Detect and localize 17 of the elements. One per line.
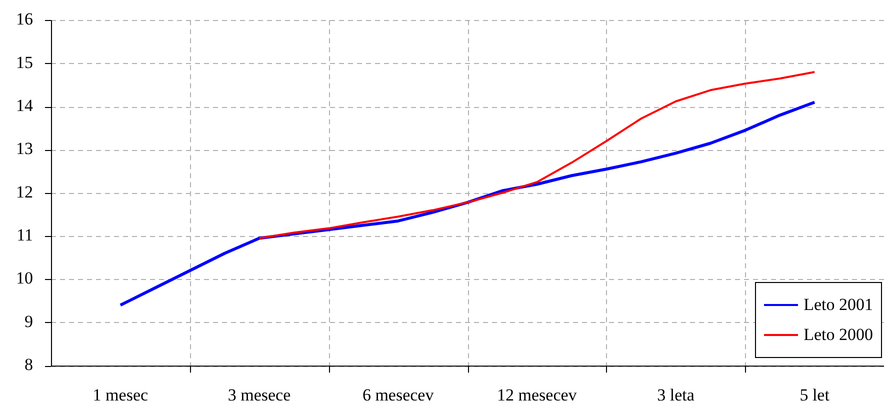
x-tick-label: 5 let bbox=[800, 385, 830, 404]
y-tick-label: 9 bbox=[24, 312, 33, 331]
y-tick-label: 15 bbox=[16, 52, 33, 72]
x-tick-label: 1 mesec bbox=[92, 385, 148, 404]
x-tick-label: 12 mesecev bbox=[497, 385, 578, 404]
x-tick-label: 3 leta bbox=[657, 385, 695, 404]
legend-label: Leto 2000 bbox=[804, 324, 873, 345]
y-tick-label: 16 bbox=[16, 10, 33, 29]
x-tick-label: 6 mesecev bbox=[362, 385, 434, 404]
y-tick-label: 11 bbox=[16, 226, 33, 245]
y-tick-label: 8 bbox=[24, 355, 33, 374]
y-tick-label: 14 bbox=[16, 96, 34, 116]
y-tick-label: 13 bbox=[16, 139, 33, 158]
y-tick-label: 10 bbox=[16, 268, 33, 288]
x-tick-label: 3 mesece bbox=[228, 385, 291, 404]
y-tick-label: 12 bbox=[16, 182, 33, 202]
legend-label: Leto 2001 bbox=[804, 294, 873, 315]
